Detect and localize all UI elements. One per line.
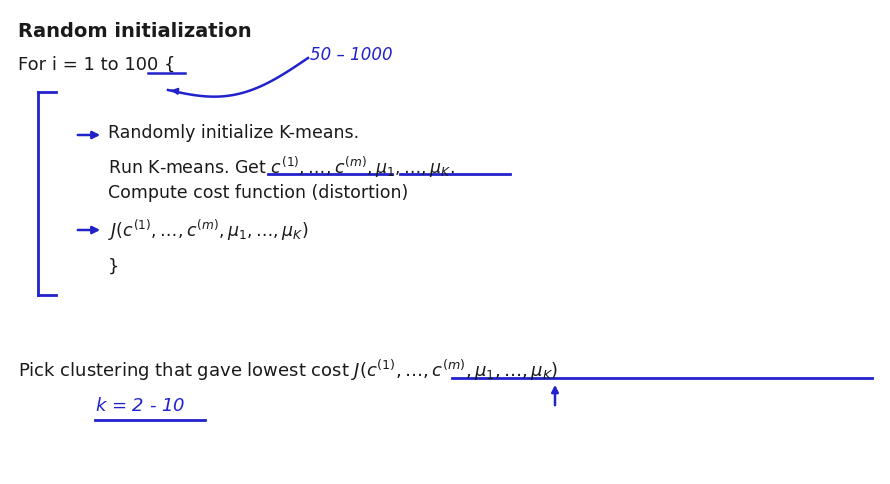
- Text: $k$ = 2 - 10: $k$ = 2 - 10: [95, 397, 185, 415]
- Text: Random initialization: Random initialization: [18, 22, 252, 41]
- Text: Compute cost function (distortion): Compute cost function (distortion): [108, 184, 409, 202]
- Text: $J(c^{(1)},\ldots,c^{(m)},\mu_1,\ldots,\mu_K)$: $J(c^{(1)},\ldots,c^{(m)},\mu_1,\ldots,\…: [108, 218, 309, 243]
- Text: Randomly initialize K-means.: Randomly initialize K-means.: [108, 124, 360, 142]
- Text: For i = 1 to 100 {: For i = 1 to 100 {: [18, 56, 175, 74]
- Text: Pick clustering that gave lowest cost $J(c^{(1)},\ldots,c^{(m)},\mu_1,\ldots,\mu: Pick clustering that gave lowest cost $J…: [18, 358, 558, 383]
- Text: }: }: [108, 258, 119, 276]
- Text: Run K-means. Get $c^{(1)},\ldots,c^{(m)},\mu_1,\ldots,\mu_K$.: Run K-means. Get $c^{(1)},\ldots,c^{(m)}…: [108, 155, 455, 180]
- Text: 50 – 1000: 50 – 1000: [310, 46, 392, 64]
